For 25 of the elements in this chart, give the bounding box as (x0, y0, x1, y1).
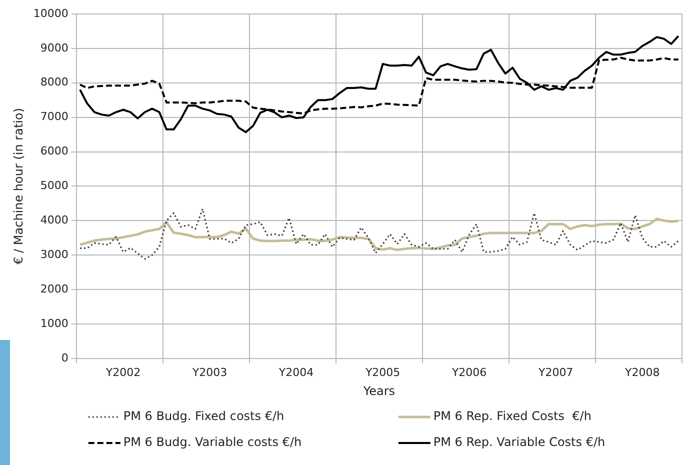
x-tick-label: Y2005 (364, 366, 400, 379)
x-tick-label: Y2003 (191, 366, 228, 379)
x-tick-label: Y2002 (104, 366, 141, 379)
y-tick-label: 2000 (40, 282, 68, 296)
y-tick-label: 0 (61, 351, 68, 364)
y-tick-label: 5000 (40, 179, 68, 192)
x-tick-label: Y2006 (450, 366, 487, 379)
x-tick-label: Y2007 (537, 366, 574, 379)
y-tick-label: 9000 (40, 41, 68, 54)
y-axis-title: € / Machine hour (in ratio) (11, 108, 26, 264)
line-series (79, 208, 680, 260)
x-axis-title: Years (362, 384, 396, 398)
legend-label: PM 6 Budg. Variable costs €/h (123, 435, 302, 450)
y-tick-label: 6000 (40, 144, 68, 158)
legend-label: PM 6 Rep. Fixed Costs €/h (433, 409, 592, 424)
legend-label: PM 6 Rep. Variable Costs €/h (433, 435, 606, 450)
x-tick-label: Y2004 (278, 366, 314, 379)
y-tick-label: 7000 (40, 110, 68, 124)
y-tick-label: 8000 (40, 76, 68, 89)
legend-label: PM 6 Budg. Fixed costs €/h (123, 409, 284, 424)
x-tick-label: Y2008 (624, 366, 660, 379)
y-tick-label: 4000 (40, 214, 68, 226)
y-tick-label: 10000 (33, 6, 68, 20)
y-tick-label: 1000 (40, 316, 68, 330)
y-tick-label: 3000 (40, 248, 68, 261)
